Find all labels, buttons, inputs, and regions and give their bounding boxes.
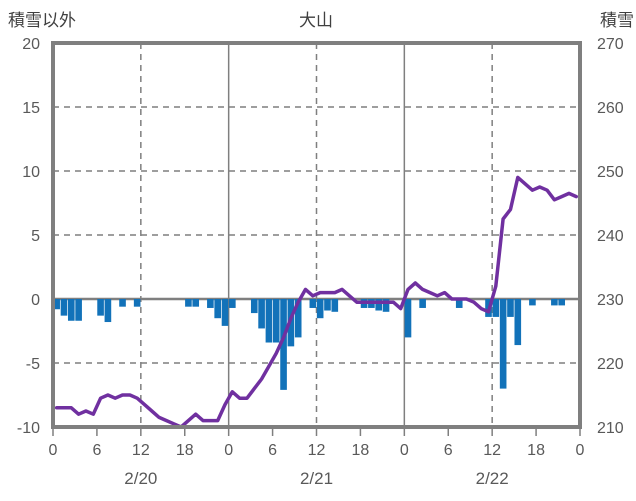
date-label: 2/20 <box>124 469 157 488</box>
bar-hour-0 <box>53 299 60 310</box>
x-tick-label: 18 <box>352 442 370 459</box>
bar-hour-23 <box>221 299 229 326</box>
x-tick-label: 0 <box>576 442 585 459</box>
bar-hour-50 <box>419 299 426 308</box>
bar-hour-69 <box>558 299 566 306</box>
bar-hour-33 <box>294 299 302 338</box>
x-tick-label: 18 <box>176 442 194 459</box>
bar-hour-29 <box>265 299 273 343</box>
x-tick-label: 0 <box>49 442 58 459</box>
bar-hour-2 <box>67 299 75 321</box>
left-tick-label: 15 <box>22 100 40 117</box>
bar-hour-1 <box>60 299 68 316</box>
plot-frame <box>51 41 582 429</box>
x-tick-label: 12 <box>132 442 150 459</box>
x-tick-label: 0 <box>224 442 233 459</box>
snow-depth-line <box>54 175 579 429</box>
bar-hour-36 <box>316 299 324 319</box>
x-tick-label: 12 <box>483 442 501 459</box>
bar-hour-30 <box>272 299 280 343</box>
x-tick-label: 6 <box>92 442 101 459</box>
bar-hour-19 <box>192 299 200 307</box>
bar-hour-65 <box>529 299 536 306</box>
left-tick-label: 20 <box>22 36 40 53</box>
bar-hour-3 <box>75 299 82 321</box>
bar-hour-27 <box>250 299 258 314</box>
x-tick-label: 6 <box>444 442 453 459</box>
x-tick-label: 0 <box>400 442 409 459</box>
bar-hour-68 <box>551 299 558 306</box>
bar-hour-61 <box>499 299 507 389</box>
x-tick-label: 18 <box>527 442 545 459</box>
bar-hour-6 <box>97 299 104 316</box>
bar-hour-22 <box>214 299 221 319</box>
bar-hour-48 <box>404 299 412 338</box>
bar-hour-55 <box>455 299 463 308</box>
date-label: 2/22 <box>476 469 509 488</box>
right-tick-label: 260 <box>597 100 624 117</box>
bar-hour-35 <box>309 299 317 308</box>
bar-hour-7 <box>104 299 112 323</box>
bar-hour-45 <box>382 299 390 312</box>
x-tick-label: 12 <box>308 442 326 459</box>
right-tick-label: 210 <box>597 420 624 437</box>
bar-hour-9 <box>119 299 126 307</box>
right-axis-title: 積雪 <box>600 11 634 30</box>
right-tick-label: 240 <box>597 228 624 245</box>
left-axis-title: 積雪以外 <box>8 11 76 30</box>
left-tick-label: -10 <box>17 420 40 437</box>
left-tick-label: 0 <box>31 292 40 309</box>
bar-hour-44 <box>375 299 383 311</box>
left-tick-label: -5 <box>26 356 40 373</box>
bar-hour-37 <box>324 299 331 311</box>
bar-hour-31 <box>280 299 287 390</box>
right-tick-label: 270 <box>597 36 624 53</box>
left-tick-label: 10 <box>22 164 40 181</box>
right-tick-label: 230 <box>597 292 624 309</box>
date-label: 2/21 <box>300 469 333 488</box>
bar-hour-60 <box>492 299 500 317</box>
plot-area: 0 6 12 18 0 6 12 18 0 6 12 18 0 20 15 10 5 0 -5 -10 270 260 25… <box>17 36 624 488</box>
bar-hour-11 <box>133 299 141 307</box>
left-tick-label: 5 <box>31 228 40 245</box>
bar-hour-21 <box>207 299 214 308</box>
bar-hour-18 <box>185 299 192 307</box>
chart-title: 大山 <box>299 11 333 30</box>
bar-hour-38 <box>331 299 339 312</box>
right-tick-label: 220 <box>597 356 624 373</box>
bar-hour-28 <box>258 299 265 329</box>
x-tick-label: 6 <box>268 442 277 459</box>
bar-hour-24 <box>229 299 236 308</box>
right-tick-label: 250 <box>597 164 624 181</box>
bar-hour-63 <box>514 299 522 346</box>
bar-hour-62 <box>507 299 514 317</box>
